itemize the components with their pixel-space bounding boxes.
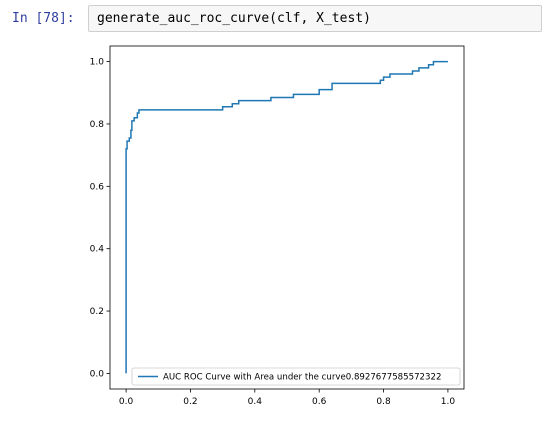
roc-chart: 0.0 0.2 0.4 0.6 0.8 1.0 0.0 0.2 0.4 0.6 0.8 1.0 AUC … <box>90 45 465 407</box>
y-tick-label: 0.6 <box>90 182 105 192</box>
y-tick-label: 0.2 <box>90 307 104 317</box>
plot-frame <box>109 45 465 390</box>
legend-label: AUC ROC Curve with Area under the curve0… <box>163 373 441 383</box>
x-tick-label: 1.0 <box>441 397 456 407</box>
y-tick-label: 0.4 <box>90 245 105 255</box>
y-tick-label: 0.0 <box>90 369 105 379</box>
x-tick-label: 0.6 <box>312 397 327 407</box>
x-tick-label: 0.8 <box>376 397 391 407</box>
cell-output: 0.0 0.2 0.4 0.6 0.8 1.0 0.0 0.2 0.4 0.6 0.8 1.0 AUC … <box>80 36 544 430</box>
roc-curve-line <box>125 60 448 374</box>
x-tick-label: 0.0 <box>119 397 134 407</box>
y-tick-label: 0.8 <box>90 120 105 130</box>
x-tick-label: 0.2 <box>183 397 197 407</box>
code-text[interactable]: generate_auc_roc_curve(clf, X_test) <box>97 11 371 26</box>
code-input-area[interactable]: generate_auc_roc_curve(clf, X_test) <box>88 5 542 32</box>
y-tick-label: 1.0 <box>90 58 105 68</box>
x-tick-label: 0.4 <box>248 397 263 407</box>
legend-box <box>131 367 461 386</box>
input-prompt: In [78]: <box>12 11 75 26</box>
